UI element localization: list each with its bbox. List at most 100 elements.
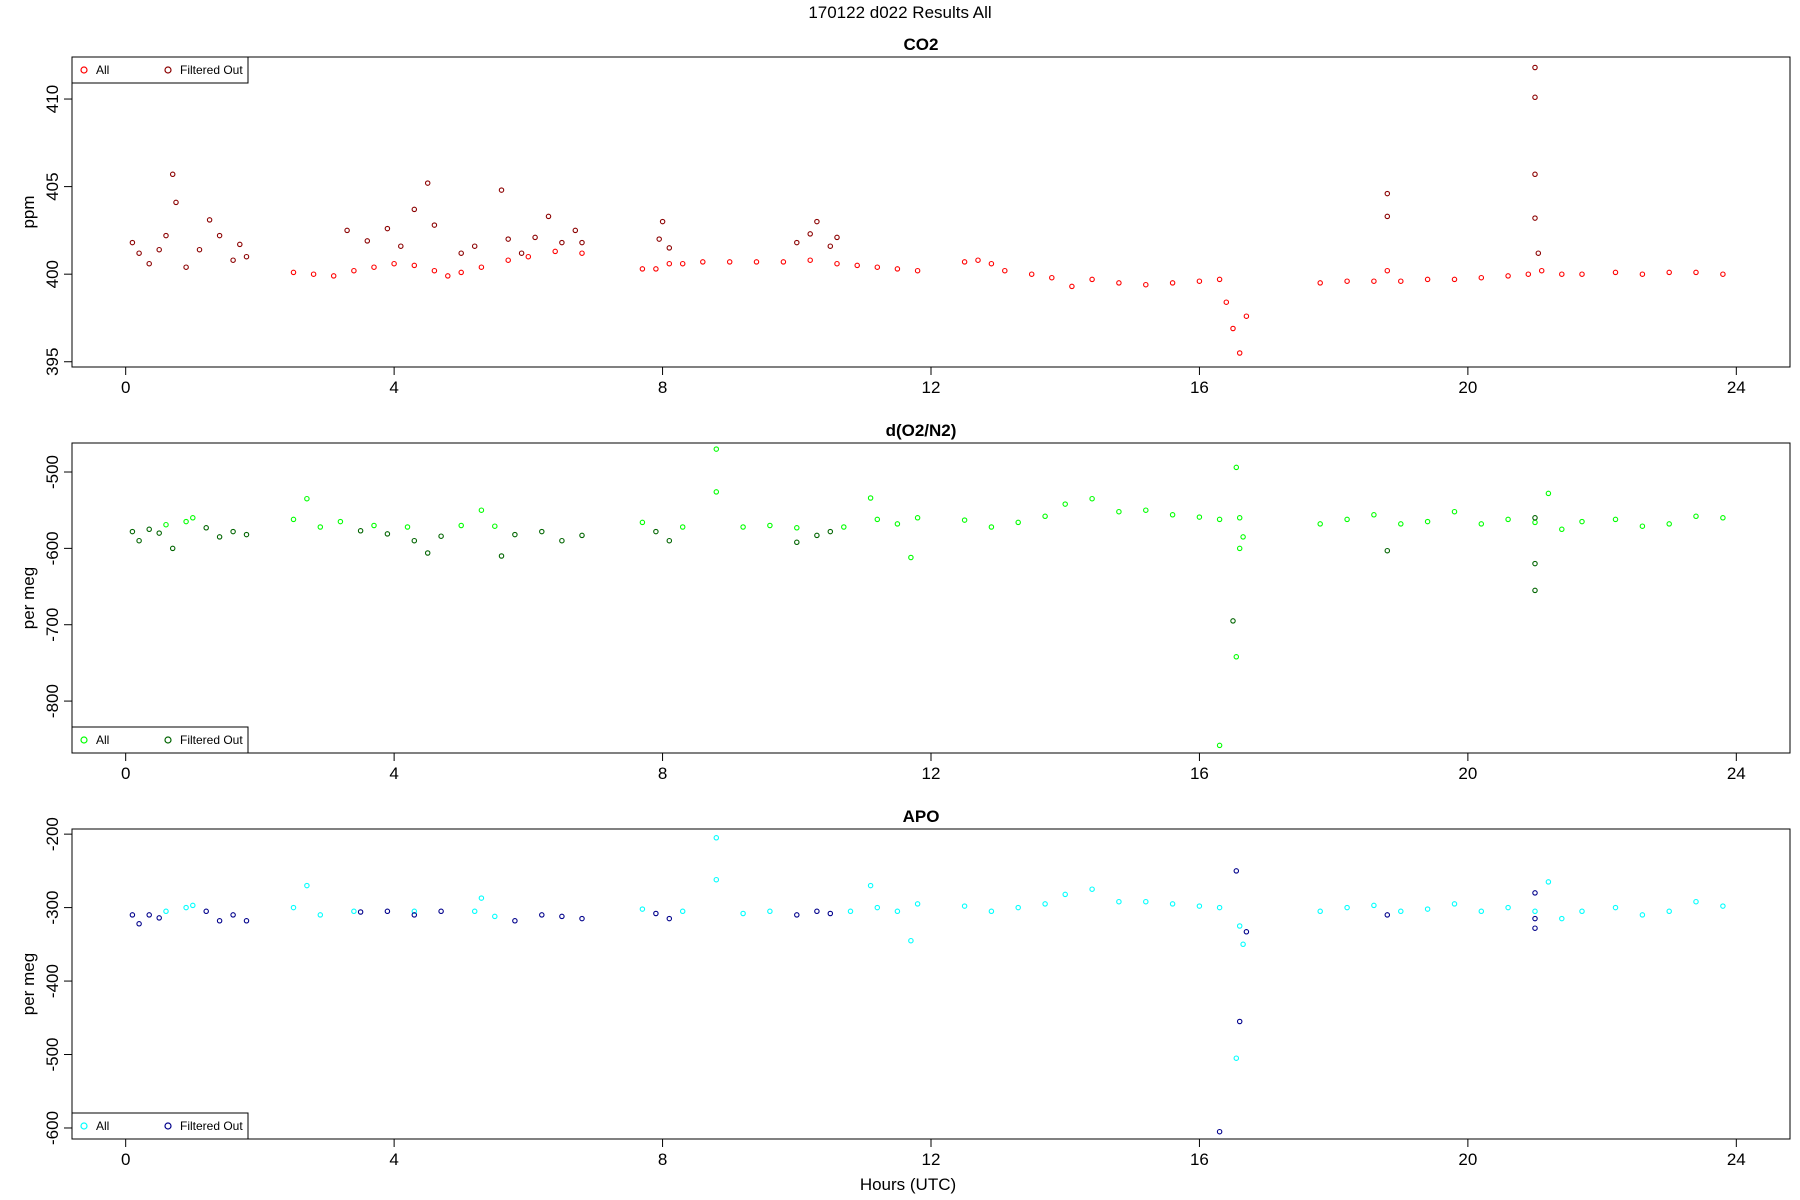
plot-frame xyxy=(71,56,1791,368)
legend-box xyxy=(71,1112,249,1140)
data-point xyxy=(874,264,881,270)
chart-panel-1: d(O2/N2) 0 4 8 12 16 20 24 -500 -600 -700 -800 per m… xyxy=(19,421,1791,783)
data-point xyxy=(834,234,840,241)
data-point xyxy=(525,253,532,260)
plot-frame xyxy=(71,828,1791,1140)
data-point xyxy=(1451,901,1458,907)
series-all xyxy=(290,248,1726,356)
data-point xyxy=(579,239,585,246)
data-point xyxy=(156,530,162,536)
legend-label: All xyxy=(96,733,109,747)
data-point xyxy=(579,250,585,256)
data-point xyxy=(445,273,451,279)
y-tick-label: 400 xyxy=(43,260,62,288)
data-point xyxy=(1049,274,1055,281)
data-point xyxy=(1720,903,1726,909)
legend-label: Filtered Out xyxy=(180,1119,243,1133)
data-point xyxy=(656,236,662,242)
data-point xyxy=(1143,281,1149,288)
data-point xyxy=(1223,299,1230,305)
data-point xyxy=(1240,941,1246,948)
data-point xyxy=(1693,269,1699,276)
x-tick-label: 20 xyxy=(1458,378,1477,397)
x-axis-label: Hours (UTC) xyxy=(860,1175,956,1194)
data-point xyxy=(1317,280,1323,286)
data-point xyxy=(156,915,162,921)
data-point xyxy=(1042,513,1048,520)
data-point xyxy=(1478,274,1485,281)
data-point xyxy=(337,518,344,525)
data-point xyxy=(216,232,223,239)
data-point xyxy=(1579,908,1585,915)
data-point xyxy=(1666,269,1672,276)
data-point xyxy=(1639,271,1646,277)
data-point xyxy=(1243,313,1250,319)
plot-frame xyxy=(71,442,1791,754)
data-point xyxy=(438,533,444,539)
panel-title: APO xyxy=(903,807,940,826)
data-point xyxy=(1532,925,1538,931)
data-point xyxy=(639,906,646,912)
data-point xyxy=(666,245,673,251)
data-point xyxy=(1169,512,1176,518)
data-point xyxy=(679,260,686,267)
data-point xyxy=(1371,278,1377,284)
data-point xyxy=(1089,886,1095,892)
data-point xyxy=(1612,269,1619,276)
data-point xyxy=(351,908,357,915)
data-point xyxy=(411,206,418,213)
legend-box xyxy=(71,726,249,754)
data-point xyxy=(216,918,223,924)
data-point xyxy=(230,912,236,918)
data-point xyxy=(1116,280,1122,286)
data-point xyxy=(827,243,834,249)
data-point xyxy=(1535,250,1542,256)
data-point xyxy=(478,264,485,270)
data-point xyxy=(330,273,337,279)
data-point xyxy=(1216,276,1223,283)
data-point xyxy=(411,912,418,918)
data-point xyxy=(1505,273,1511,279)
data-point xyxy=(814,218,820,225)
data-point xyxy=(1451,276,1458,283)
data-point xyxy=(173,199,179,206)
data-point xyxy=(914,901,921,907)
x-tick-label: 8 xyxy=(658,764,667,783)
data-point xyxy=(700,259,706,265)
data-point xyxy=(478,895,485,901)
data-point xyxy=(243,918,250,924)
data-point xyxy=(1233,1055,1240,1061)
data-point xyxy=(290,269,297,276)
series-filtered-out xyxy=(129,515,1538,624)
data-point xyxy=(431,267,438,274)
data-point xyxy=(1579,271,1585,277)
data-point xyxy=(492,523,498,529)
data-point xyxy=(1505,904,1511,911)
data-point xyxy=(424,180,431,186)
data-point xyxy=(1532,587,1538,594)
legend-marker xyxy=(80,1122,88,1130)
data-point xyxy=(1559,915,1565,922)
data-point xyxy=(290,904,297,911)
data-point xyxy=(653,266,659,272)
data-point xyxy=(1532,908,1538,915)
data-point xyxy=(1230,325,1236,332)
data-point xyxy=(794,239,800,246)
data-point xyxy=(1116,898,1122,905)
data-point xyxy=(216,534,223,540)
data-point xyxy=(1169,901,1176,907)
data-point xyxy=(136,921,142,927)
data-point xyxy=(1236,350,1243,356)
data-point xyxy=(1243,929,1250,935)
data-point xyxy=(471,243,478,249)
data-point xyxy=(129,528,136,535)
data-point xyxy=(867,495,874,501)
data-point xyxy=(458,269,464,276)
data-point xyxy=(431,222,438,228)
data-point xyxy=(1525,271,1532,277)
x-tick-label: 24 xyxy=(1727,764,1746,783)
data-point xyxy=(1532,519,1538,526)
data-point xyxy=(1532,915,1538,922)
data-point xyxy=(1089,495,1095,502)
legend-marker xyxy=(164,66,172,74)
